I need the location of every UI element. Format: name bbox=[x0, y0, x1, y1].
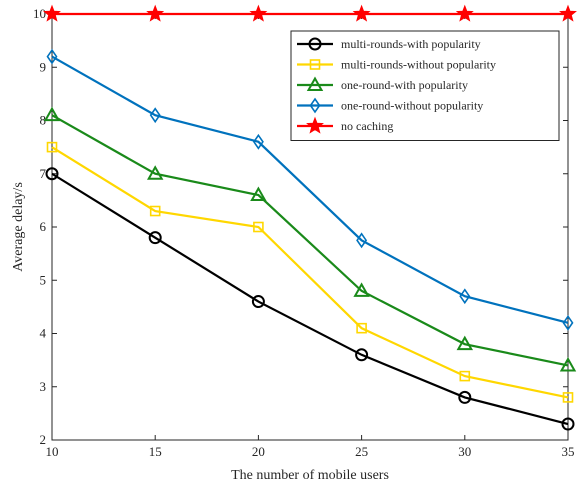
data-point-square bbox=[562, 392, 574, 403]
data-point-circle bbox=[458, 390, 472, 404]
y-tick-label: 6 bbox=[40, 219, 47, 234]
data-point-triangle bbox=[456, 335, 474, 351]
series-line bbox=[51, 146, 569, 399]
legend-label: multi-rounds-without popularity bbox=[341, 58, 496, 72]
data-point-diamond bbox=[459, 288, 471, 305]
legend-entry: one-round-with popularity bbox=[297, 76, 468, 92]
data-point-square bbox=[253, 221, 264, 233]
x-tick-label: 10 bbox=[46, 444, 59, 459]
series-line bbox=[51, 172, 569, 426]
data-point-square bbox=[46, 141, 58, 153]
data-point-star bbox=[559, 4, 577, 22]
legend-marker-triangle bbox=[306, 76, 324, 91]
legend-marker-star bbox=[306, 116, 324, 134]
data-point-diamond bbox=[356, 232, 368, 249]
y-tick-label: 9 bbox=[40, 59, 47, 74]
y-tick-label: 10 bbox=[33, 6, 46, 21]
legend-label: multi-rounds-with popularity bbox=[341, 37, 481, 51]
y-tick-label: 8 bbox=[40, 113, 47, 128]
legend-entry: multi-rounds-without popularity bbox=[297, 58, 496, 72]
legend-entry: one-round-without popularity bbox=[297, 97, 483, 114]
y-tick-label: 3 bbox=[40, 379, 47, 394]
y-tick-label: 7 bbox=[40, 166, 47, 181]
legend-label: no caching bbox=[341, 119, 393, 133]
data-point-triangle bbox=[43, 106, 61, 122]
data-point-star bbox=[249, 4, 268, 22]
x-tick-label: 30 bbox=[458, 444, 471, 459]
y-tick-label: 2 bbox=[40, 432, 47, 447]
data-point-square bbox=[356, 322, 367, 334]
y-axis-label: Average delay/s bbox=[11, 182, 26, 272]
data-point-triangle bbox=[146, 165, 164, 180]
data-point-circle bbox=[45, 167, 59, 181]
data-point-triangle bbox=[353, 282, 370, 297]
data-point-diamond bbox=[252, 133, 264, 150]
legend-label: one-round-without popularity bbox=[341, 99, 483, 113]
data-point-circle bbox=[148, 231, 162, 245]
data-point-diamond bbox=[562, 314, 574, 331]
data-point-triangle bbox=[250, 186, 267, 202]
series-multi-rounds-without-popularity bbox=[46, 141, 574, 403]
series-multi-rounds-with-popularity bbox=[45, 167, 575, 431]
series-no-caching bbox=[43, 4, 577, 22]
series-one-round-with-popularity bbox=[43, 106, 577, 372]
legend: multi-rounds-with popularity multi-rounds… bbox=[290, 30, 560, 141]
data-point-star bbox=[146, 4, 165, 22]
data-point-circle bbox=[355, 348, 369, 362]
data-point-triangle bbox=[559, 356, 577, 372]
data-point-star bbox=[455, 4, 474, 22]
series-one-round-without-popularity bbox=[46, 48, 574, 331]
x-tick-label: 15 bbox=[149, 444, 162, 459]
data-point-diamond bbox=[46, 48, 58, 65]
data-point-square bbox=[149, 205, 161, 217]
y-tick-label: 4 bbox=[40, 326, 47, 341]
y-tick-label: 5 bbox=[40, 272, 47, 287]
data-point-circle bbox=[251, 295, 265, 309]
series-line bbox=[51, 55, 569, 324]
axis-ticks: 10 15 20 25 30 35 2 3 4 5 6 7 8 9 10 bbox=[33, 6, 575, 459]
data-point-star bbox=[43, 4, 61, 22]
series-layer bbox=[43, 4, 577, 431]
data-point-diamond bbox=[149, 107, 161, 124]
series-line bbox=[51, 114, 569, 367]
data-point-star bbox=[352, 4, 371, 22]
legend-marker-circle bbox=[308, 37, 322, 51]
legend-marker-diamond bbox=[309, 97, 321, 114]
legend-entry: multi-rounds-with popularity bbox=[297, 37, 481, 51]
x-tick-label: 35 bbox=[562, 444, 575, 459]
legend-box bbox=[290, 30, 560, 141]
x-tick-label: 20 bbox=[252, 444, 265, 459]
data-point-circle bbox=[561, 417, 575, 431]
data-point-square bbox=[459, 370, 471, 382]
legend-entry: no caching bbox=[297, 116, 393, 134]
x-tick-label: 25 bbox=[355, 444, 368, 459]
legend-marker-square bbox=[309, 59, 321, 70]
x-axis-label: The number of mobile users bbox=[231, 468, 389, 483]
legend-label: one-round-with popularity bbox=[341, 78, 468, 92]
